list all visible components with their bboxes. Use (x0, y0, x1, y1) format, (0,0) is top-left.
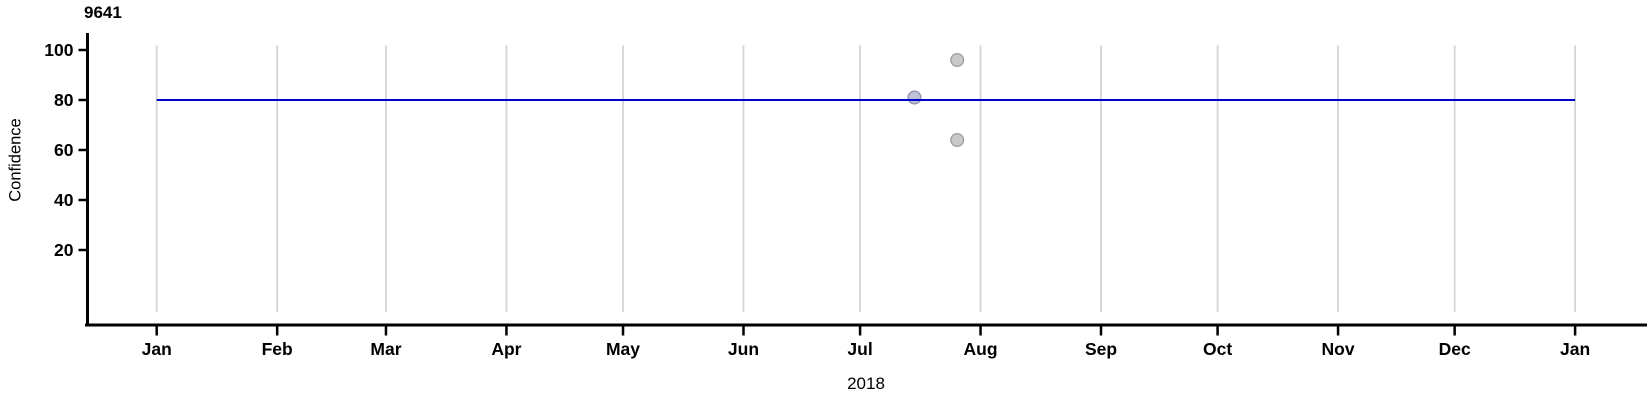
x-tick-label: Jan (142, 339, 172, 359)
data-point[interactable] (950, 53, 965, 68)
x-tick-label: Sep (1085, 339, 1117, 359)
x-tick-label: Jul (847, 339, 872, 359)
data-point[interactable] (950, 132, 965, 147)
data-point[interactable] (907, 90, 922, 105)
y-tick-label: 100 (44, 40, 73, 60)
x-axis-year-label: 2018 (847, 374, 885, 393)
y-tick-label: 60 (54, 140, 74, 160)
y-tick-label: 80 (54, 90, 74, 110)
x-tick-label: Aug (964, 339, 998, 359)
x-tick-label: Nov (1322, 339, 1355, 359)
x-tick-label: Mar (370, 339, 401, 359)
x-tick-label: Apr (491, 339, 521, 359)
x-tick-label: Jan (1560, 339, 1590, 359)
chart-title: 9641 (84, 3, 122, 22)
y-tick-label: 40 (54, 190, 74, 210)
x-tick-label: Feb (262, 339, 293, 359)
x-tick-label: Oct (1203, 339, 1232, 359)
x-tick-label: Jun (728, 339, 759, 359)
y-tick-label: 20 (54, 240, 74, 260)
x-tick-label: Dec (1439, 339, 1471, 359)
x-tick-label: May (606, 339, 640, 359)
